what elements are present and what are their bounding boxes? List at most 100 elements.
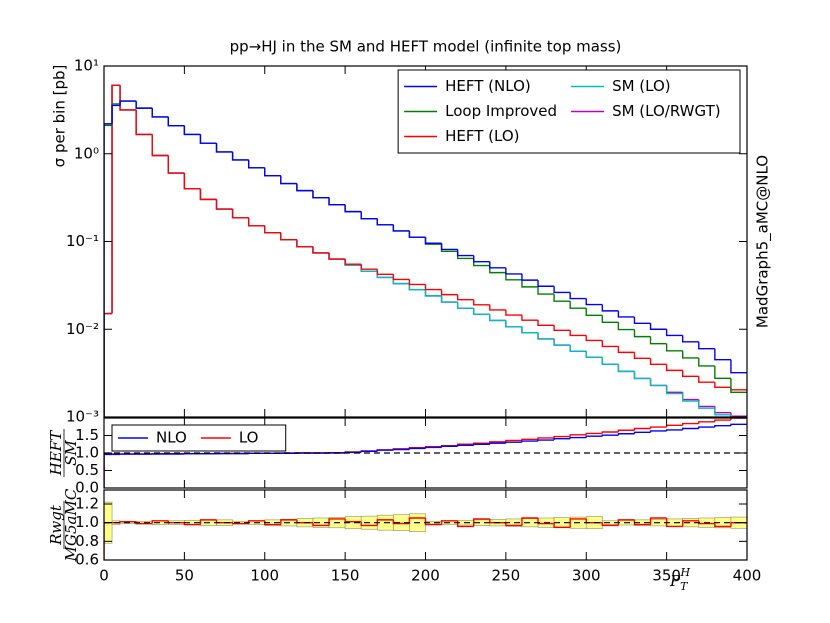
- histogram-step: [424, 446, 442, 449]
- histogram-step: [328, 252, 346, 260]
- histogram-step: [682, 392, 699, 401]
- histogram-step: [633, 431, 651, 434]
- histogram-step: [601, 431, 619, 434]
- histogram-step: [617, 346, 635, 354]
- histogram-step: [312, 522, 330, 527]
- histogram-step: [569, 434, 587, 437]
- histogram-step: [344, 204, 362, 213]
- histogram-step: [585, 298, 603, 306]
- histogram-step: [617, 364, 635, 373]
- histogram-step: [376, 218, 394, 226]
- histogram-step: [424, 518, 442, 526]
- histogram-step: [231, 209, 249, 219]
- histogram-step: [633, 316, 651, 324]
- histogram-step: [569, 345, 587, 352]
- histogram-step: [199, 188, 217, 201]
- histogram-step: [553, 338, 571, 346]
- histogram-step: [521, 438, 539, 441]
- legend-label: NLO: [156, 429, 187, 447]
- histogram-step: [344, 518, 362, 523]
- histogram-step: [617, 433, 635, 436]
- histogram-step: [649, 323, 667, 330]
- y-tick-label: 1.2: [75, 495, 99, 513]
- histogram-step: [111, 84, 121, 314]
- histogram-step: [167, 155, 185, 174]
- histogram-step: [537, 518, 555, 525]
- histogram-step: [665, 343, 683, 352]
- histogram-step: [714, 523, 731, 528]
- histogram-step: [328, 197, 346, 206]
- y-label-numerator: HEFT: [47, 430, 65, 476]
- histogram-step: [714, 365, 731, 380]
- histogram-step: [135, 109, 153, 136]
- histogram-step: [264, 225, 281, 234]
- histogram-step: [312, 246, 330, 254]
- histogram-step: [601, 315, 619, 324]
- histogram-step: [408, 517, 426, 524]
- histogram-step: [553, 325, 571, 331]
- histogram-step: [569, 292, 587, 300]
- histogram-step: [585, 351, 603, 359]
- y-tick-label: 0.0: [75, 479, 99, 497]
- histogram-step: [537, 439, 555, 442]
- x-axis-label: PTH: [669, 566, 690, 593]
- histogram-step: [135, 109, 153, 136]
- histogram-step: [199, 188, 217, 201]
- histogram-step: [633, 371, 651, 380]
- histogram-step: [119, 85, 137, 111]
- histogram-step: [392, 448, 410, 451]
- histogram-step: [247, 159, 265, 169]
- histogram-step: [665, 329, 683, 337]
- histogram-step: [585, 335, 603, 342]
- histogram-step: [456, 294, 474, 301]
- histogram-step: [665, 385, 683, 394]
- histogram-step: [682, 370, 699, 377]
- histogram-step: [424, 289, 442, 297]
- histogram-step: [296, 239, 313, 248]
- histogram-step: [649, 517, 667, 525]
- histogram-step: [505, 309, 522, 316]
- histogram-step: [231, 209, 249, 219]
- legend-label: HEFT (LO): [445, 127, 519, 145]
- histogram-step: [119, 85, 137, 111]
- histogram-step: [682, 520, 699, 527]
- legend: HEFT (NLO) Loop Improved HEFT (LO) SM (LO) S…: [397, 69, 741, 154]
- histogram-step: [151, 520, 169, 524]
- histogram-step: [665, 424, 683, 428]
- histogram-step: [104, 123, 113, 417]
- histogram-step: [569, 518, 587, 528]
- histogram-step: [151, 108, 169, 118]
- histogram-step: [617, 322, 635, 331]
- y-tick-label: 10⁻²: [66, 320, 99, 338]
- histogram-step: [537, 332, 555, 340]
- legend-label: SM (LO/RWGT): [612, 102, 721, 120]
- histogram-step: [649, 426, 667, 429]
- histogram-step: [521, 315, 539, 321]
- histogram-step: [714, 348, 731, 361]
- histogram-step: [328, 197, 346, 206]
- histogram-step: [456, 249, 474, 257]
- histogram-step: [183, 522, 201, 526]
- histogram-step: [247, 217, 265, 227]
- histogram-step: [730, 412, 747, 417]
- histogram-step: [296, 239, 313, 248]
- histogram-step: [649, 378, 667, 387]
- histogram-step: [199, 188, 217, 201]
- histogram-step: [730, 423, 747, 426]
- histogram-step: [553, 286, 571, 294]
- legend-label: Loop Improved: [445, 102, 557, 120]
- histogram-step: [104, 453, 113, 488]
- histogram-step: [505, 267, 522, 275]
- y-tick-label: 1.0: [75, 513, 99, 531]
- x-tick-label: 400: [733, 567, 762, 585]
- histogram-step: [601, 434, 619, 437]
- histogram-step: [585, 351, 603, 359]
- histogram-step: [473, 308, 490, 316]
- histogram-step: [135, 101, 153, 109]
- histogram-step: [247, 217, 265, 227]
- histogram-step: [698, 399, 715, 408]
- histogram-step: [537, 280, 555, 287]
- histogram-step: [167, 116, 185, 127]
- histogram-step: [215, 199, 233, 210]
